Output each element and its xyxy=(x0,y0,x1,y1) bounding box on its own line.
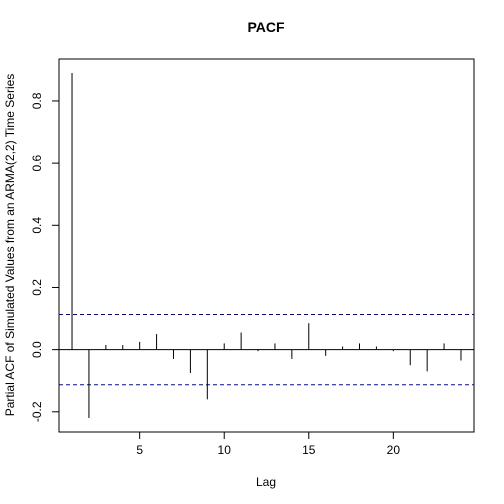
y-tick-label: 0.2 xyxy=(30,279,44,296)
plot-frame xyxy=(58,58,475,433)
y-tick-label: -0.2 xyxy=(30,401,44,422)
y-tick-label: 0.4 xyxy=(30,217,44,234)
x-tick-label: 15 xyxy=(302,443,316,457)
x-axis-label: Lag xyxy=(256,475,276,489)
x-tick-label: 5 xyxy=(136,443,143,457)
y-tick-label: 0.6 xyxy=(30,154,44,171)
x-tick-label: 10 xyxy=(218,443,232,457)
confidence-bounds xyxy=(59,314,474,386)
y-tick-label: 0.8 xyxy=(30,92,44,109)
chart-title: PACF xyxy=(247,19,285,35)
x-tick-label: 20 xyxy=(387,443,401,457)
x-axis: 5 10 15 20 xyxy=(136,431,401,457)
y-tick-label: 0.0 xyxy=(30,341,44,358)
pacf-bars xyxy=(71,72,462,419)
y-axis-label: Partial ACF of Simulated Values from an … xyxy=(3,74,17,417)
y-axis: -0.2 0.0 0.2 0.4 0.6 0.8 xyxy=(30,92,60,422)
